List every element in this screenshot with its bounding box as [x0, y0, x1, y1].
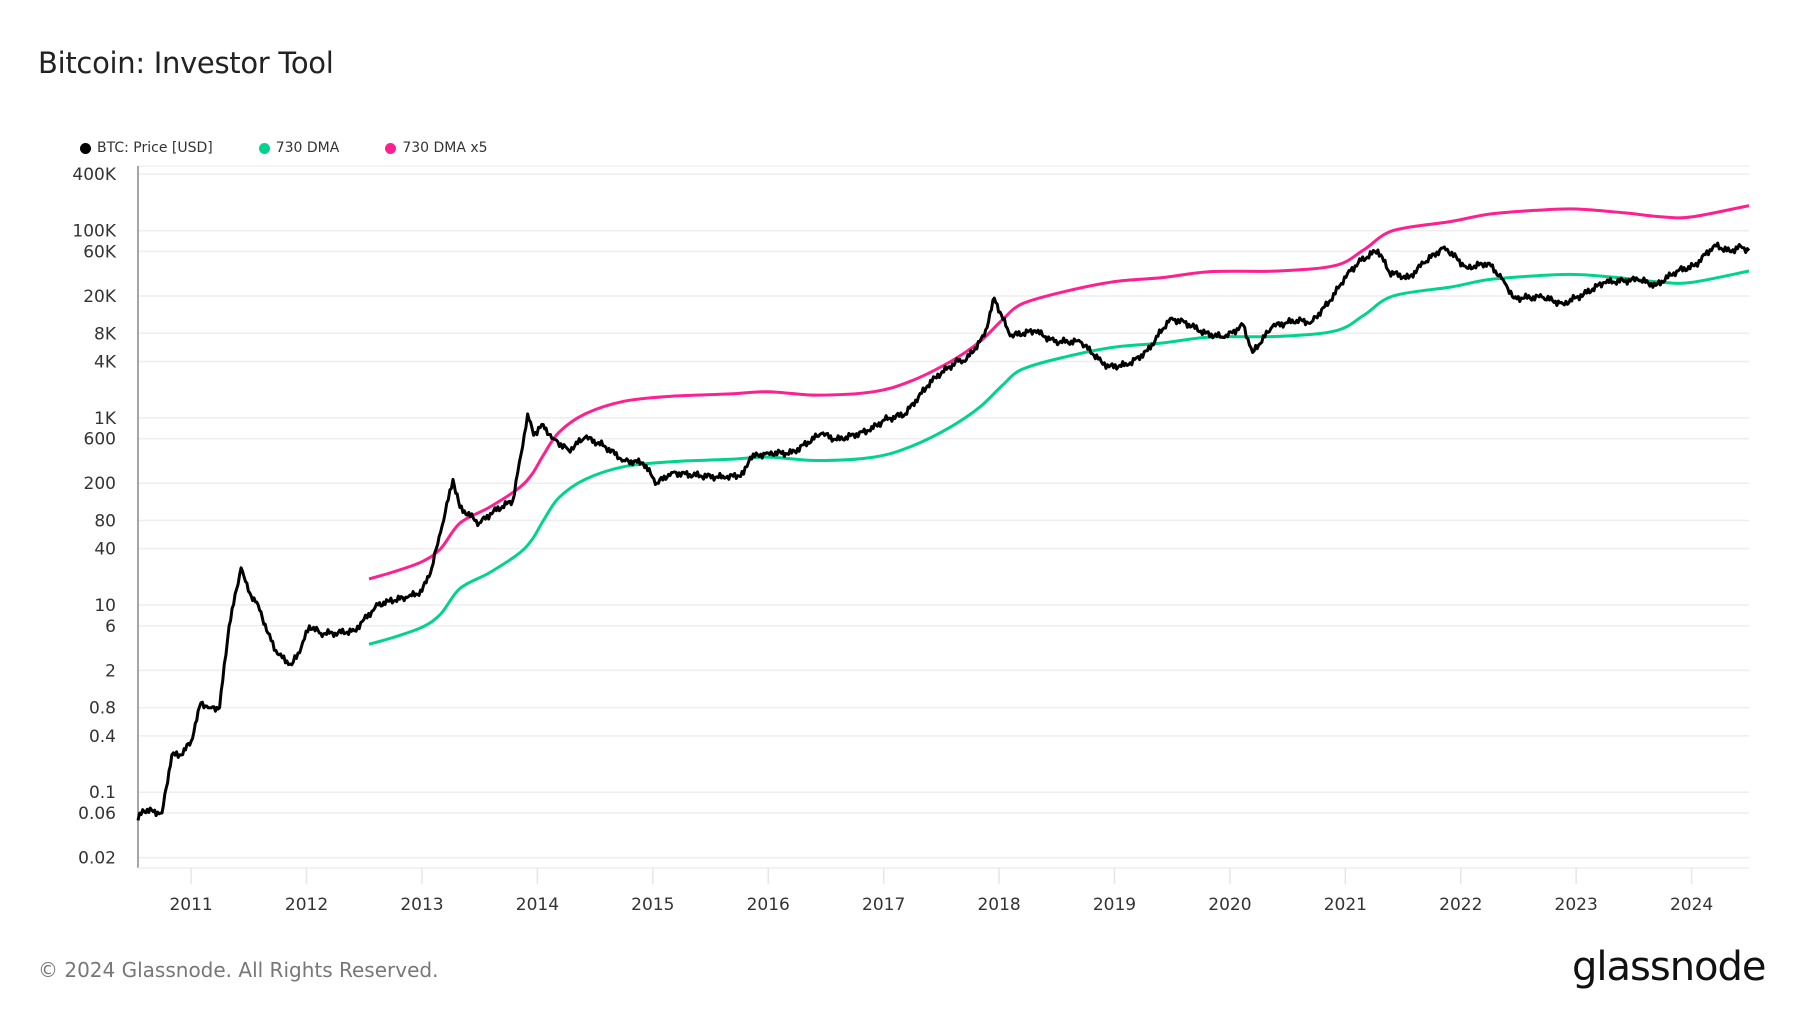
y-tick-label: 200 [84, 474, 116, 494]
x-tick-label: 2015 [631, 895, 674, 915]
legend-item-price[interactable]: BTC: Price [USD] [80, 140, 213, 156]
legend-label: 730 DMA [275, 140, 340, 156]
y-tick-label: 600 [84, 430, 116, 450]
x-tick-label: 2021 [1324, 895, 1367, 915]
series-line-730-dma [368, 269, 1750, 646]
y-tick-label: 0.8 [89, 699, 116, 719]
x-tick-label: 2013 [400, 895, 443, 915]
x-tick-label: 2017 [862, 895, 905, 915]
y-tick-label: 400K [72, 165, 116, 185]
y-tick-label: 6 [105, 617, 116, 637]
y-tick-label: 2 [105, 661, 116, 681]
x-tick-label: 2022 [1439, 895, 1482, 915]
y-tick-label: 0.1 [89, 783, 116, 803]
legend-item-730dma-x5[interactable]: 730 DMA x5 [385, 140, 488, 156]
x-tick-label: 2018 [977, 895, 1020, 915]
y-tick-label: 4K [94, 352, 117, 372]
legend: BTC: Price [USD] 730 DMA 730 DMA x5 [80, 140, 488, 156]
legend-label: 730 DMA x5 [402, 140, 488, 156]
series-line-730-dma-x5 [368, 204, 1750, 581]
x-tick-label: 2020 [1208, 895, 1251, 915]
y-tick-label: 10 [94, 596, 116, 616]
x-tick-label: 2024 [1670, 895, 1713, 915]
y-tick-label: 60K [83, 242, 117, 262]
copyright-footer: © 2024 Glassnode. All Rights Reserved. [38, 958, 439, 982]
x-tick-label: 2011 [169, 895, 212, 915]
x-tick-label: 2019 [1093, 895, 1136, 915]
legend-label: BTC: Price [USD] [97, 140, 213, 156]
y-tick-label: 40 [94, 540, 116, 560]
y-tick-label: 100K [72, 222, 116, 242]
legend-dot-icon [258, 142, 270, 154]
y-tick-label: 0.4 [89, 727, 116, 747]
chart-title: Bitcoin: Investor Tool [38, 46, 334, 80]
y-tick-label: 8K [94, 324, 117, 344]
y-tick-label: 0.02 [78, 849, 116, 869]
x-tick-label: 2014 [516, 895, 559, 915]
y-tick-label: 0.06 [78, 804, 116, 824]
x-tick-label: 2016 [747, 895, 790, 915]
series-line-btc-price-usd- [136, 241, 1751, 821]
x-tick-label: 2023 [1555, 895, 1598, 915]
legend-dot-icon [80, 142, 91, 154]
y-tick-label: 20K [83, 287, 117, 307]
legend-dot-icon [385, 142, 397, 154]
x-tick-label: 2012 [285, 895, 328, 915]
legend-item-730dma[interactable]: 730 DMA [258, 140, 340, 156]
y-tick-label: 80 [94, 511, 116, 531]
y-tick-label: 1K [94, 409, 117, 429]
glassnode-logo: glassnode [1572, 944, 1767, 990]
